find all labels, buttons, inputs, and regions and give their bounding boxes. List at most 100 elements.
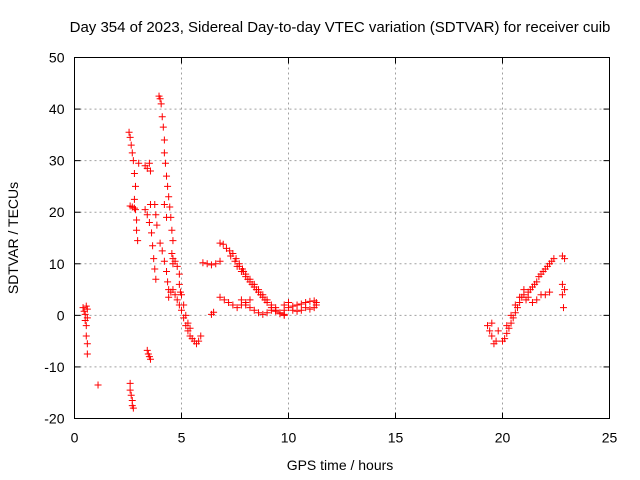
data-point — [255, 309, 263, 317]
data-point — [79, 304, 87, 312]
data-point — [231, 257, 239, 265]
data-point — [175, 280, 183, 288]
data-point — [541, 291, 549, 299]
data-point — [261, 296, 269, 304]
data-point — [267, 306, 275, 314]
data-point — [507, 319, 515, 327]
data-point — [82, 332, 90, 340]
data-point — [488, 332, 496, 340]
data-point — [246, 304, 254, 312]
data-point — [240, 268, 248, 276]
data-point — [259, 310, 267, 318]
data-point — [129, 404, 137, 412]
data-point — [94, 381, 102, 389]
data-point — [131, 182, 139, 190]
data-point — [151, 265, 159, 273]
data-point — [130, 170, 138, 178]
data-point — [163, 268, 171, 276]
data-point — [558, 291, 566, 299]
y-tick-label: 40 — [49, 101, 65, 117]
data-point — [83, 340, 91, 348]
data-point — [152, 275, 160, 283]
data-point — [195, 337, 203, 345]
data-point — [160, 149, 168, 157]
data-point — [220, 296, 228, 304]
data-point — [171, 291, 179, 299]
data-point — [82, 322, 90, 330]
data-point — [227, 252, 235, 260]
data-point — [127, 141, 135, 149]
data-point — [524, 293, 532, 301]
data-point — [129, 157, 137, 165]
data-point — [219, 240, 227, 248]
data-point — [151, 200, 159, 208]
y-tick-label: -10 — [44, 359, 64, 375]
data-point — [280, 301, 288, 309]
data-point — [501, 335, 509, 343]
data-point — [175, 270, 183, 278]
data-point — [511, 301, 519, 309]
data-point — [149, 242, 157, 250]
data-point — [143, 211, 151, 219]
data-point — [492, 337, 500, 345]
data-point — [246, 296, 254, 304]
data-point — [511, 309, 519, 317]
data-point — [507, 311, 515, 319]
data-point — [306, 305, 314, 313]
data-point — [163, 172, 171, 180]
data-point — [242, 301, 250, 309]
data-point — [164, 182, 172, 190]
data-point — [263, 309, 271, 317]
data-point — [229, 301, 237, 309]
y-tick-label: -20 — [44, 411, 64, 427]
y-tick-label: 0 — [57, 307, 65, 323]
data-point — [150, 255, 158, 263]
data-point — [83, 314, 91, 322]
data-point — [153, 221, 161, 229]
data-point — [143, 346, 151, 354]
data-point — [237, 296, 245, 304]
data-point — [168, 226, 176, 234]
data-point — [486, 327, 494, 335]
data-point — [171, 257, 179, 265]
x-tick-label: 5 — [178, 430, 186, 446]
data-point — [520, 286, 528, 294]
data-point — [293, 307, 301, 315]
data-point — [312, 301, 320, 309]
data-point — [528, 298, 536, 306]
data-point — [178, 291, 185, 299]
data-point — [130, 204, 138, 212]
data-point — [152, 211, 160, 219]
data-point — [285, 298, 292, 306]
data-point — [503, 322, 511, 330]
data-point — [173, 296, 181, 304]
data-point — [134, 237, 142, 245]
data-point — [186, 324, 194, 332]
data-point — [257, 291, 265, 299]
data-point — [494, 327, 502, 335]
x-tick-label: 25 — [602, 430, 618, 446]
data-point — [165, 193, 173, 201]
x-axis-label: GPS time / hours — [287, 457, 394, 473]
data-point — [302, 304, 310, 312]
data-point — [83, 305, 91, 313]
data-point — [503, 329, 511, 337]
data-point — [169, 237, 177, 245]
data-point — [180, 301, 188, 309]
data-point — [166, 203, 174, 211]
data-point — [533, 296, 541, 304]
data-point — [83, 350, 91, 358]
data-point — [81, 310, 89, 318]
data-point — [163, 213, 171, 221]
data-point — [160, 200, 168, 208]
data-point — [159, 123, 167, 131]
x-tick-label: 10 — [281, 430, 297, 446]
y-tick-label: 20 — [49, 204, 65, 220]
data-point — [146, 167, 154, 175]
data-point — [289, 306, 297, 314]
data-point — [165, 293, 173, 301]
data-point — [158, 247, 166, 255]
chart-title: Day 354 of 2023, Sidereal Day-to-day VTE… — [70, 19, 611, 36]
data-point — [158, 113, 166, 121]
